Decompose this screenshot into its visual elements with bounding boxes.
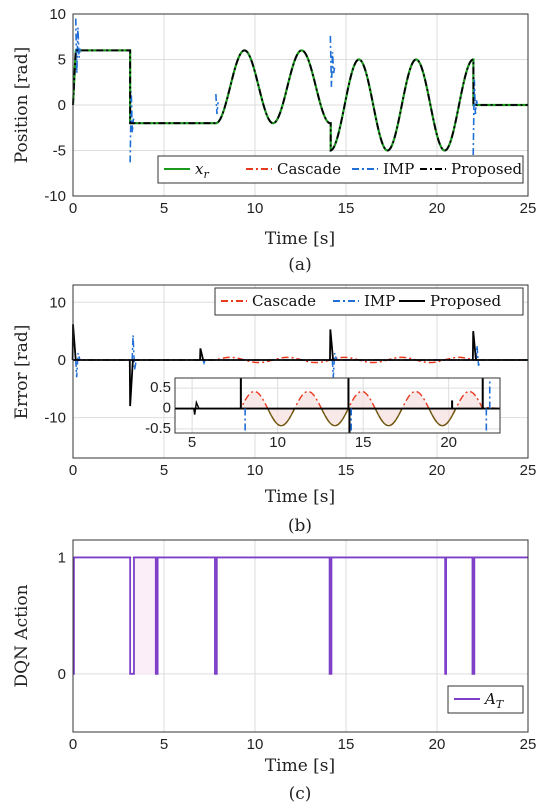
inset-xtick-label: 20 bbox=[440, 434, 457, 451]
panel-c-xtick-label: 25 bbox=[520, 736, 537, 753]
panel-a-xtick-label: 25 bbox=[520, 200, 537, 217]
panel-c-legend-label: AT bbox=[483, 690, 505, 711]
panel-a-series-imp bbox=[72, 18, 528, 163]
panel-b-ytick-label: 0 bbox=[58, 352, 66, 369]
panel-c-xtick-label: 0 bbox=[69, 736, 77, 753]
panel-b-xtick-label: 25 bbox=[520, 462, 537, 479]
panel-b-inset: 5 10 15 20 0.5 0 -0.5 bbox=[145, 377, 501, 451]
panel-b-legend: Cascade IMP Proposed bbox=[214, 287, 524, 316]
panel-a-legend-entry: IMP bbox=[352, 160, 414, 178]
panel-c-ytick-label: 0 bbox=[58, 666, 66, 683]
panel-a-ytick-label: 10 bbox=[49, 6, 66, 23]
panel-a-legend-label: IMP bbox=[383, 160, 414, 178]
panel-c-shaded-region bbox=[133, 557, 156, 674]
panel-a-legend-entry: xr bbox=[164, 160, 209, 181]
panel-b-ylabel: Error [rad] bbox=[12, 325, 32, 420]
panel-b-xtick-label: 20 bbox=[429, 462, 446, 479]
panel-b-legend-entry: IMP bbox=[333, 292, 395, 310]
panel-c-xtick-label: 5 bbox=[160, 736, 168, 753]
inset-xtick-label: 10 bbox=[269, 434, 286, 451]
panel-c-ylabel: DQN Action bbox=[12, 584, 32, 687]
inset-ytick-label: 0 bbox=[163, 400, 171, 417]
panel-c-xtick-label: 20 bbox=[429, 736, 446, 753]
panel-a-ytick-label: 5 bbox=[58, 52, 66, 69]
panel-b-frame bbox=[72, 284, 529, 459]
panel-a-xtick-label: 10 bbox=[247, 200, 264, 217]
panel-c-series-at bbox=[73, 556, 528, 675]
panel-b-ytick-label: -10 bbox=[44, 410, 66, 427]
panel-b-legend-label: IMP bbox=[364, 292, 395, 310]
panel-b-plot-area bbox=[71, 324, 528, 407]
panel-c-xtick-label: 10 bbox=[247, 736, 264, 753]
panel-b-xtick-label: 10 bbox=[247, 462, 264, 479]
panel-a-xtick-label: 15 bbox=[338, 200, 355, 217]
panel-a-ytick-label: -10 bbox=[44, 188, 66, 205]
panel-b-legend-label: Cascade bbox=[252, 292, 316, 310]
panel-b-series-imp bbox=[73, 335, 528, 378]
panel-c-ytick-label: 1 bbox=[58, 549, 66, 566]
panel-a-legend-box bbox=[157, 155, 524, 184]
panel-a: 0 5 10 15 20 25 -10 -5 0 5 10 Time [s] Position [r… bbox=[12, 6, 536, 275]
panel-c-plot-area bbox=[73, 556, 528, 675]
panel-b-legend-entry: Cascade bbox=[221, 292, 316, 310]
inset-xtick-label: 5 bbox=[188, 434, 196, 451]
panel-a-legend-label: xr bbox=[195, 160, 209, 181]
panel-a-xtick-label: 20 bbox=[429, 200, 446, 217]
panel-a-legend-entry: Cascade bbox=[246, 160, 341, 178]
panel-c-caption: (c) bbox=[289, 784, 312, 804]
panel-a-xtick-label: 5 bbox=[160, 200, 168, 217]
inset-ytick-label: -0.5 bbox=[145, 420, 171, 437]
panel-c-xtick-label: 15 bbox=[338, 736, 355, 753]
panel-a-series-xr bbox=[71, 49, 528, 152]
panel-b-legend-box bbox=[214, 287, 524, 316]
inset-ytick-label: 0.5 bbox=[150, 379, 171, 396]
panel-b-caption: (b) bbox=[288, 516, 312, 536]
panel-c-xlabel: Time [s] bbox=[265, 756, 335, 776]
panel-b-xtick-label: 0 bbox=[69, 462, 77, 479]
panel-a-ytick-label: -5 bbox=[53, 143, 66, 160]
panel-c-frame bbox=[72, 539, 529, 733]
panel-a-legend-label: Proposed bbox=[451, 160, 523, 178]
panel-a-xlabel: Time [s] bbox=[265, 229, 335, 249]
panel-a-legend-entry: Proposed bbox=[420, 160, 523, 178]
panel-a-xtick-label: 0 bbox=[69, 200, 77, 217]
panel-a-ticks: 0 5 10 15 20 25 -10 -5 0 5 10 bbox=[44, 6, 536, 217]
inset-frame bbox=[174, 377, 501, 434]
panel-a-caption: (a) bbox=[288, 255, 311, 275]
panel-b-xtick-label: 15 bbox=[338, 462, 355, 479]
panel-b-ytick-label: 10 bbox=[49, 294, 66, 311]
panel-a-ytick-label: 0 bbox=[58, 97, 66, 114]
panel-a-frame bbox=[72, 13, 529, 197]
panel-a-plot-area bbox=[71, 18, 528, 163]
panel-b-legend-entry: Proposed bbox=[399, 292, 502, 310]
panel-a-legend: xr Cascade IMP Proposed bbox=[157, 155, 524, 184]
panel-c-legend: AT bbox=[447, 685, 524, 714]
panel-a-legend-label: Cascade bbox=[277, 160, 341, 178]
inset-xtick-label: 15 bbox=[355, 434, 372, 451]
panel-a-series-proposed bbox=[72, 49, 528, 152]
panel-b-legend-label: Proposed bbox=[430, 292, 502, 310]
panel-b-xtick-label: 5 bbox=[160, 462, 168, 479]
panel-a-ylabel: Position [rad] bbox=[12, 47, 32, 163]
panel-b-xlabel: Time [s] bbox=[265, 487, 335, 507]
panel-c-legend-entry: AT bbox=[454, 690, 505, 711]
